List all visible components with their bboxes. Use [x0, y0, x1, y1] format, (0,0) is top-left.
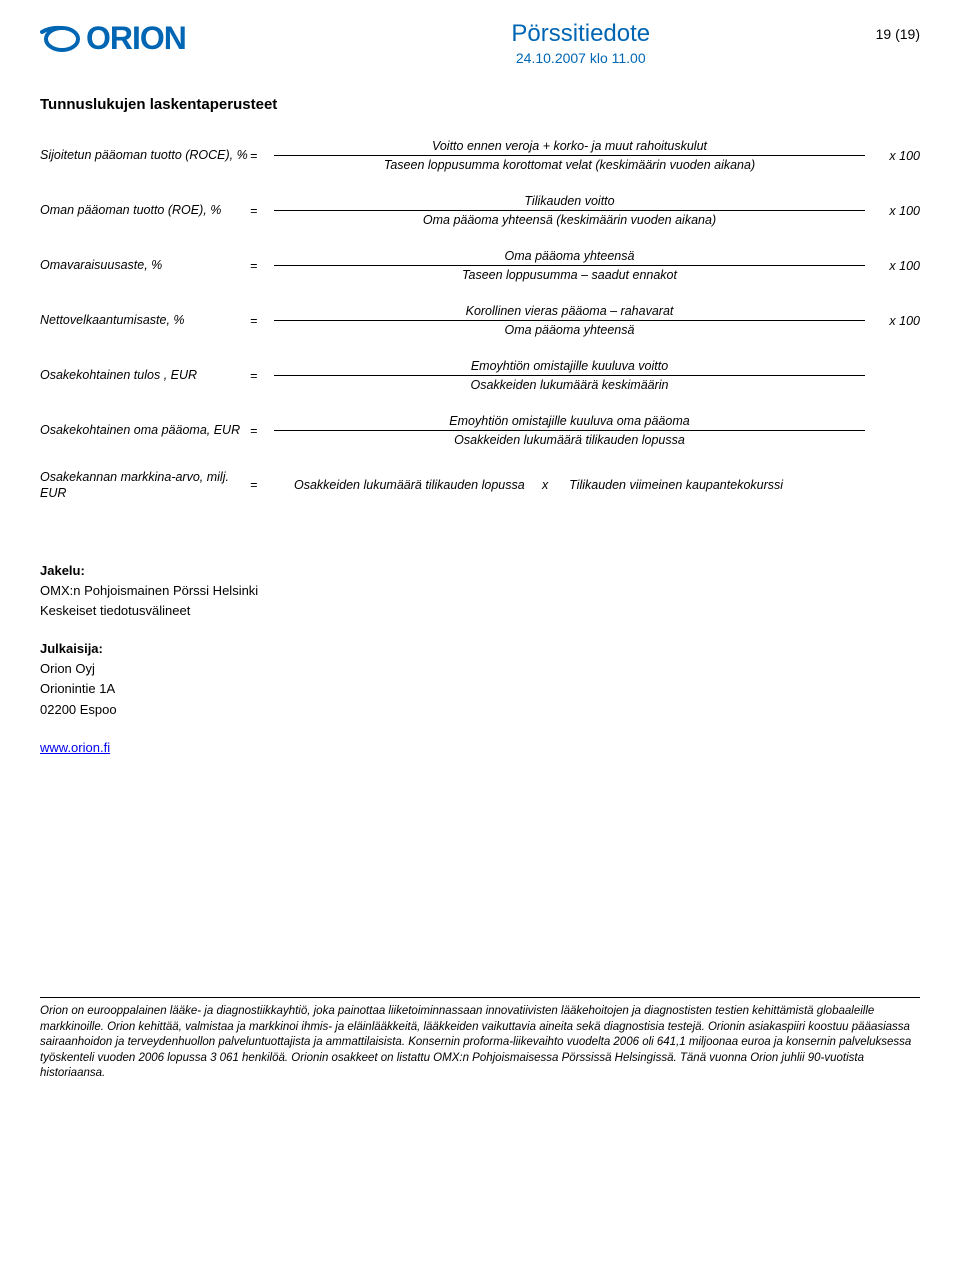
fraction: Emoyhtiön omistajille kuuluva voitto Osa…	[274, 359, 865, 392]
denominator: Taseen loppusumma korottomat velat (kesk…	[274, 158, 865, 172]
formula-roce: Sijoitetun pääoman tuotto (ROCE), % = Vo…	[40, 139, 920, 172]
equals-sign: =	[250, 149, 274, 163]
footer-text: Orion on eurooppalainen lääke- ja diagno…	[40, 997, 920, 1082]
numerator: Tilikauden voitto	[274, 194, 865, 211]
formula-label: Sijoitetun pääoman tuotto (ROCE), %	[40, 147, 250, 163]
document-date: 24.10.2007 klo 11.00	[286, 50, 876, 66]
numerator: Emoyhtiön omistajille kuuluva voitto	[274, 359, 865, 376]
publisher-title: Julkaisija:	[40, 640, 920, 658]
equals-sign: =	[250, 369, 274, 383]
section-title: Tunnuslukujen laskentaperusteet	[40, 96, 920, 113]
distribution-block: Jakelu: OMX:n Pohjoismainen Pörssi Helsi…	[40, 562, 920, 758]
header-center: Pörssitiedote 24.10.2007 klo 11.00	[286, 20, 876, 66]
website-link[interactable]: www.orion.fi	[40, 740, 110, 755]
numerator: Voitto ennen veroja + korko- ja muut rah…	[274, 139, 865, 156]
formula-market-value: Osakekannan markkina-arvo, milj. EUR = O…	[40, 469, 920, 502]
distribution-title: Jakelu:	[40, 562, 920, 580]
formula-eps: Osakekohtainen tulos , EUR = Emoyhtiön o…	[40, 359, 920, 392]
denominator: Osakkeiden lukumäärä keskimäärin	[274, 378, 865, 392]
equals-sign: =	[250, 204, 274, 218]
formula-label: Omavaraisuusaste, %	[40, 257, 250, 273]
formula-label: Osakekohtainen tulos , EUR	[40, 367, 250, 383]
equals-sign: =	[250, 314, 274, 328]
page-number: 19 (19)	[876, 20, 920, 42]
publisher-line: Orion Oyj	[40, 660, 920, 678]
denominator: Osakkeiden lukumäärä tilikauden lopussa	[274, 433, 865, 447]
logo-icon	[40, 22, 82, 56]
multiplier: x 100	[865, 259, 920, 273]
equals-sign: =	[250, 478, 274, 492]
numerator: Oma pääoma yhteensä	[274, 249, 865, 266]
publisher-line: 02200 Espoo	[40, 701, 920, 719]
publisher-line: Orionintie 1A	[40, 680, 920, 698]
formula-equity-per-share: Osakekohtainen oma pääoma, EUR = Emoyhti…	[40, 414, 920, 447]
logo-text: ORION	[86, 20, 186, 57]
equals-sign: =	[250, 424, 274, 438]
numerator: Emoyhtiön omistajille kuuluva oma pääoma	[274, 414, 865, 431]
formula-label: Osakekohtainen oma pääoma, EUR	[40, 422, 250, 438]
fraction: Korollinen vieras pääoma – rahavarat Oma…	[274, 304, 865, 337]
formula-label: Osakekannan markkina-arvo, milj. EUR	[40, 469, 250, 502]
document-title: Pörssitiedote	[286, 20, 876, 48]
denominator: Oma pääoma yhteensä	[274, 323, 865, 337]
market-value-expression: Osakkeiden lukumäärä tilikauden lopussa …	[274, 478, 865, 492]
fraction: Voitto ennen veroja + korko- ja muut rah…	[274, 139, 865, 172]
page-header: ORION Pörssitiedote 24.10.2007 klo 11.00…	[40, 20, 920, 66]
formula-roe: Oman pääoman tuotto (ROE), % = Tilikaude…	[40, 194, 920, 227]
formula-gearing: Nettovelkaantumisaste, % = Korollinen vi…	[40, 304, 920, 337]
multiplier: x 100	[865, 204, 920, 218]
denominator: Oma pääoma yhteensä (keskimäärin vuoden …	[274, 213, 865, 227]
equals-sign: =	[250, 259, 274, 273]
distribution-line: Keskeiset tiedotusvälineet	[40, 602, 920, 620]
fraction: Tilikauden voitto Oma pääoma yhteensä (k…	[274, 194, 865, 227]
formula-label: Oman pääoman tuotto (ROE), %	[40, 202, 250, 218]
fraction: Oma pääoma yhteensä Taseen loppusumma – …	[274, 249, 865, 282]
fraction: Emoyhtiön omistajille kuuluva oma pääoma…	[274, 414, 865, 447]
logo: ORION	[40, 20, 186, 57]
formula-equity-ratio: Omavaraisuusaste, % = Oma pääoma yhteens…	[40, 249, 920, 282]
formula-label: Nettovelkaantumisaste, %	[40, 312, 250, 328]
multiplier: x 100	[865, 149, 920, 163]
numerator: Korollinen vieras pääoma – rahavarat	[274, 304, 865, 321]
multiplier: x 100	[865, 314, 920, 328]
distribution-line: OMX:n Pohjoismainen Pörssi Helsinki	[40, 582, 920, 600]
denominator: Taseen loppusumma – saadut ennakot	[274, 268, 865, 282]
